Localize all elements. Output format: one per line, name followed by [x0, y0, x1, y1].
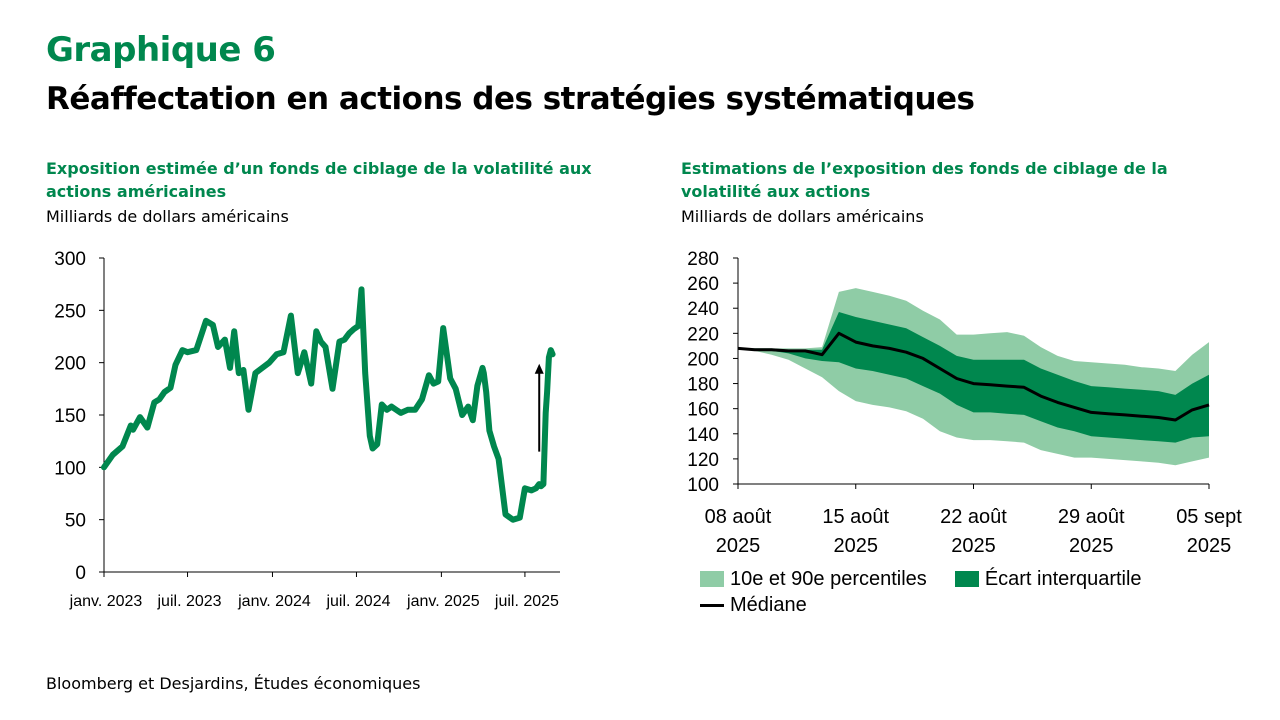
left-y-tick-label: 50	[65, 511, 86, 532]
right-y-tick-label: 200	[687, 349, 719, 370]
chart-title: Graphique 6	[46, 30, 276, 70]
right-y-tick-label: 220	[687, 324, 719, 345]
right-panel-title: Estimations de l’exposition des fonds de…	[681, 159, 1168, 201]
right-x-tick-label: 29 août	[1058, 506, 1125, 528]
right-y-tick-label: 240	[687, 299, 719, 320]
left-exposure-line	[101, 286, 556, 523]
chart-subtitle: Réaffectation en actions des stratégies …	[46, 81, 975, 117]
right-x-tick-year: 2025	[1187, 535, 1232, 557]
right-x-tick-year: 2025	[716, 535, 761, 557]
right-y-tick-label: 280	[687, 249, 719, 270]
left-y-tick-label: 0	[75, 563, 86, 584]
right-x-tick-label: 22 août	[940, 506, 1007, 528]
source-note: Bloomberg et Desjardins, Études économiq…	[46, 674, 421, 693]
legend-item-percentiles: 10e et 90e percentiles	[700, 568, 927, 591]
annotation-arrow-head	[534, 363, 544, 374]
left-panel-title: Exposition estimée d’un fonds de ciblage…	[46, 159, 592, 201]
legend-label-median: Médiane	[730, 593, 807, 616]
right-y-tick-label: 140	[687, 425, 719, 446]
right-chart-legend: 10e et 90e percentiles Écart interquarti…	[700, 566, 1240, 618]
right-x-tick-year: 2025	[1069, 535, 1114, 557]
right-y-tick-label: 100	[687, 475, 719, 496]
right-y-tick-label: 120	[687, 450, 719, 471]
right-x-tick-label: 08 août	[705, 506, 772, 528]
right-y-tick-label: 180	[687, 375, 719, 396]
legend-label-interquartile: Écart interquartile	[984, 567, 1142, 590]
legend-item-median: Médiane	[700, 594, 807, 617]
median-line	[737, 331, 1210, 422]
left-x-tick-label: juil. 2024	[325, 593, 390, 610]
interquartile-band-area	[738, 312, 1209, 443]
right-panel-unit: Milliards de dollars américains	[681, 207, 924, 226]
left-panel-unit: Milliards de dollars américains	[46, 207, 289, 226]
left-y-tick-label: 100	[54, 458, 86, 479]
legend-swatch-percentiles	[700, 571, 724, 587]
legend-item-interquartile: Écart interquartile	[954, 567, 1142, 591]
legend-label-percentiles: 10e et 90e percentiles	[730, 567, 927, 590]
left-x-tick-label: janv. 2023	[69, 593, 143, 610]
right-y-tick-label: 260	[687, 274, 719, 295]
left-y-tick-label: 250	[54, 301, 86, 322]
right-y-tick-label: 160	[687, 400, 719, 421]
legend-swatch-median	[700, 603, 724, 607]
left-y-tick-label: 200	[54, 354, 86, 375]
left-x-tick-label: janv. 2024	[237, 593, 311, 610]
right-x-tick-year: 2025	[834, 535, 879, 557]
left-y-tick-label: 300	[54, 249, 86, 270]
left-y-tick-label: 150	[54, 406, 86, 427]
left-x-tick-label: janv. 2025	[406, 593, 480, 610]
legend-swatch-interquartile	[954, 571, 979, 587]
left-x-tick-label: juil. 2023	[157, 593, 222, 610]
right-x-tick-label: 05 sept	[1176, 506, 1242, 528]
left-x-tick-label: juil. 2025	[494, 593, 559, 610]
right-x-tick-year: 2025	[951, 535, 996, 557]
right-x-tick-label: 15 août	[822, 506, 889, 528]
